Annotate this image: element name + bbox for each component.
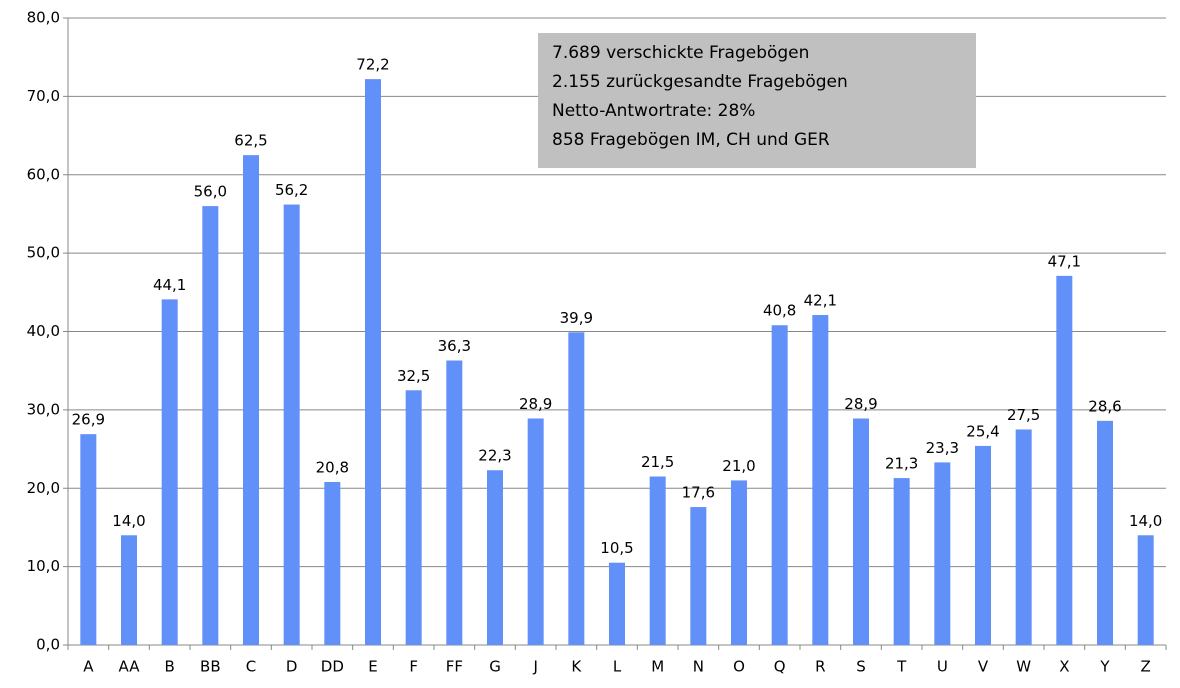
bar — [731, 480, 747, 645]
bar — [243, 155, 259, 645]
bar — [1097, 420, 1113, 645]
annotation-line: 7.689 verschickte Fragebögen — [552, 43, 809, 63]
annotation-line: 858 Fragebögen IM, CH und GER — [552, 130, 830, 150]
bar — [568, 332, 585, 645]
annotation-line: Netto-Antwortrate: 28% — [552, 101, 755, 121]
x-tick-label: E — [368, 658, 377, 676]
value-label: 56,0 — [194, 183, 227, 201]
x-tick-label: V — [978, 658, 989, 676]
x-tick-label: F — [409, 658, 418, 676]
x-tick-label: N — [693, 658, 704, 676]
bar — [934, 462, 951, 645]
value-label: 28,9 — [519, 395, 552, 413]
value-label: 32,5 — [397, 367, 430, 385]
x-tick-label: C — [246, 658, 256, 676]
y-tick-label: 50,0 — [27, 244, 60, 262]
value-label: 28,9 — [844, 395, 877, 413]
value-label: 28,6 — [1088, 397, 1121, 415]
x-tick-label: W — [1016, 658, 1031, 676]
value-label: 36,3 — [438, 337, 471, 355]
bar — [893, 478, 910, 645]
bar — [853, 418, 869, 645]
bar — [527, 418, 544, 645]
x-tick-label: FF — [446, 658, 463, 676]
x-tick-label: M — [651, 658, 664, 676]
value-label: 62,5 — [234, 132, 267, 150]
x-tick-label: A — [83, 658, 94, 676]
x-tick-label: T — [896, 658, 907, 676]
bar — [1137, 535, 1154, 645]
value-label: 17,6 — [682, 484, 715, 502]
x-tick-label: K — [571, 658, 582, 676]
annotation-line: 2.155 zurückgesandte Fragebögen — [552, 72, 848, 92]
value-label: 25,4 — [966, 422, 999, 440]
value-label: 27,5 — [1007, 406, 1040, 424]
y-tick-label: 30,0 — [27, 400, 60, 418]
x-tick-label: S — [856, 658, 866, 676]
x-tick-label: L — [613, 658, 622, 676]
bar — [80, 434, 97, 645]
value-label: 14,0 — [1129, 512, 1162, 530]
x-tick-label: Z — [1141, 658, 1151, 676]
bar — [771, 325, 788, 645]
x-tick-label: Y — [1099, 658, 1110, 676]
y-tick-label: 80,0 — [27, 9, 60, 27]
x-tick-label: J — [532, 658, 537, 676]
value-label: 21,3 — [885, 455, 918, 473]
x-tick-label: BB — [200, 658, 221, 676]
annotation-box — [538, 33, 976, 168]
x-tick-label: U — [937, 658, 948, 676]
bar — [609, 562, 625, 645]
value-label: 72,2 — [356, 56, 389, 74]
value-label: 14,0 — [112, 512, 145, 530]
value-label: 10,5 — [600, 539, 633, 557]
bar — [446, 360, 463, 645]
value-label: 22,3 — [478, 447, 511, 465]
value-label: 21,0 — [722, 457, 755, 475]
bar — [121, 535, 137, 645]
x-tick-label: G — [489, 658, 501, 676]
bar — [649, 476, 666, 645]
x-tick-label: AA — [119, 658, 141, 676]
value-label: 56,2 — [275, 181, 308, 199]
bar — [202, 206, 219, 645]
value-label: 39,9 — [560, 309, 593, 327]
bar — [690, 507, 707, 645]
value-label: 42,1 — [804, 292, 837, 310]
value-label: 21,5 — [641, 453, 674, 471]
bar — [405, 390, 422, 645]
bar — [975, 445, 991, 645]
y-tick-label: 70,0 — [27, 87, 60, 105]
bar — [161, 299, 178, 645]
x-tick-label: D — [286, 658, 298, 676]
value-label: 47,1 — [1048, 252, 1081, 270]
y-tick-label: 60,0 — [27, 165, 60, 183]
value-label: 26,9 — [72, 411, 105, 429]
value-label: 23,3 — [926, 439, 959, 457]
y-tick-label: 20,0 — [27, 479, 60, 497]
y-tick-label: 10,0 — [27, 557, 60, 575]
x-tick-label: O — [733, 658, 745, 676]
bar — [324, 481, 341, 645]
value-label: 20,8 — [316, 458, 349, 476]
bar — [365, 79, 381, 645]
bar — [812, 315, 829, 645]
x-tick-label: B — [165, 658, 175, 676]
bar — [487, 470, 503, 645]
x-tick-label: X — [1059, 658, 1069, 676]
value-label: 44,1 — [153, 276, 186, 294]
x-tick-label: DD — [321, 658, 344, 676]
y-tick-label: 40,0 — [27, 322, 60, 340]
bar — [283, 204, 300, 645]
bar — [1015, 429, 1032, 645]
x-tick-label: Q — [774, 658, 786, 676]
y-tick-label: 0,0 — [36, 636, 60, 654]
value-label: 40,8 — [763, 302, 796, 320]
bar — [1056, 275, 1073, 645]
x-tick-label: R — [815, 658, 825, 676]
